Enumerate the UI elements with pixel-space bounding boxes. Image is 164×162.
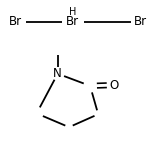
Text: Br: Br bbox=[66, 15, 79, 28]
Text: Br: Br bbox=[9, 15, 22, 28]
Text: N: N bbox=[53, 67, 62, 80]
Text: Br: Br bbox=[134, 15, 147, 28]
Text: H: H bbox=[69, 7, 76, 17]
Text: O: O bbox=[109, 79, 118, 92]
